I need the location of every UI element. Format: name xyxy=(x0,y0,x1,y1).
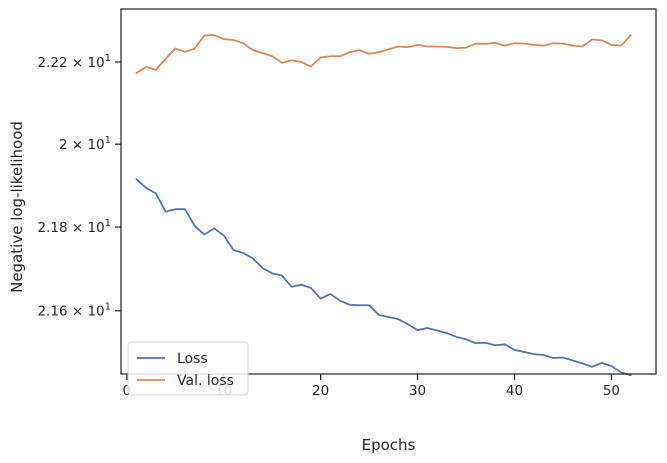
y-tick-label: 2 × 101 xyxy=(59,135,111,153)
y-tick-exponent: 1 xyxy=(105,135,111,146)
y-tick-mantissa: 2.22 xyxy=(37,55,67,71)
y-tick-times: × xyxy=(68,304,88,320)
y-tick-times: × xyxy=(68,55,88,71)
x-axis-label: Epochs xyxy=(362,436,416,454)
y-tick-mantissa: 2.16 xyxy=(37,304,67,320)
y-tick-label: 2.22 × 101 xyxy=(37,53,111,71)
y-tick-mantissa: 2 xyxy=(59,137,68,153)
y-tick-base: 10 xyxy=(87,220,104,236)
series-line-val-loss xyxy=(135,34,632,74)
x-tick-label: 50 xyxy=(603,383,620,399)
x-tick-label: 40 xyxy=(506,383,523,399)
y-tick-base: 10 xyxy=(87,137,104,153)
y-tick-times: × xyxy=(68,137,88,153)
y-tick-exponent: 1 xyxy=(105,53,111,64)
y-tick-base: 10 xyxy=(87,304,104,320)
legend-label: Val. loss xyxy=(177,373,234,389)
x-tick-label: 0 xyxy=(123,383,132,399)
y-axis-label: Negative log-likelihood xyxy=(8,121,26,293)
legend-box xyxy=(127,341,249,396)
x-tick-label: 30 xyxy=(409,383,426,399)
y-tick-mantissa: 2.18 xyxy=(37,220,67,236)
y-tick-label: 2.18 × 101 xyxy=(37,218,111,236)
x-tick-label: 20 xyxy=(312,383,329,399)
y-tick-base: 10 xyxy=(87,55,104,71)
y-tick-label: 2.16 × 101 xyxy=(37,302,111,320)
axes-frame xyxy=(120,8,657,375)
series-line-loss xyxy=(135,178,632,377)
legend: Loss Val. loss xyxy=(127,341,249,396)
y-tick-times: × xyxy=(68,220,88,236)
series-lines xyxy=(135,34,632,377)
y-tick-exponent: 1 xyxy=(105,302,111,313)
y-tick-exponent: 1 xyxy=(105,218,111,229)
legend-label: Loss xyxy=(177,351,208,367)
